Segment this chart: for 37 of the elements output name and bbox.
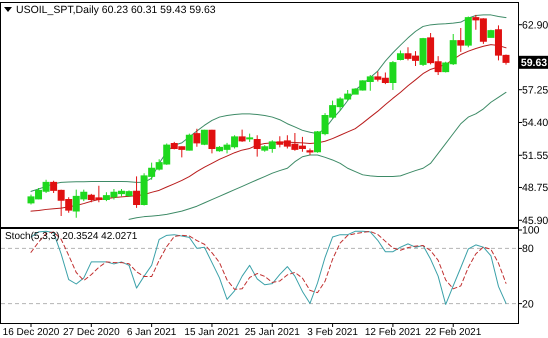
x-tick-label: 3 Feb 2021	[307, 327, 358, 338]
y-tick-label: 62.90	[522, 19, 548, 32]
candlestick	[246, 133, 254, 142]
line-series	[30, 44, 506, 212]
y-tick-label: 51.55	[522, 150, 548, 162]
text: 59.63	[520, 56, 548, 69]
candlestick	[200, 129, 208, 146]
x-tick-label: 25 Jan 2021	[244, 327, 300, 338]
chart-title: USOIL_SPT,Daily 60.23 60.31 59.43 59.63	[16, 4, 216, 16]
line-series	[128, 92, 506, 220]
y-tick-label: 54.40	[522, 117, 548, 130]
candlestick	[238, 129, 246, 142]
candlestick	[464, 16, 472, 48]
x-tick-label: 27 Dec 2020	[62, 327, 120, 338]
y-tick-label: 20	[522, 298, 534, 310]
candlestick	[306, 148, 314, 156]
candlestick	[420, 37, 427, 66]
y-tick-label: 80	[522, 243, 534, 256]
candlestick	[254, 134, 261, 158]
x-tick-label: 16 Dec 2020	[2, 327, 60, 338]
candlestick	[457, 28, 464, 52]
candlestick	[193, 128, 200, 148]
candlestick	[396, 50, 404, 61]
x-tick-label: 22 Feb 2021	[425, 327, 482, 338]
line-series	[30, 14, 506, 192]
x-tick-label: 15 Jan 2021	[184, 327, 240, 338]
x-tick-label: 6 Jan 2021	[126, 327, 177, 338]
y-tick-label: 100	[522, 224, 540, 237]
y-tick-label: 48.75	[522, 182, 548, 194]
candlestick	[208, 129, 216, 154]
y-tick-label: 45.90	[522, 214, 548, 227]
y-tick-label: 57.25	[522, 84, 548, 96]
candlestick	[389, 60, 396, 91]
candlestick	[133, 176, 140, 208]
candlestick	[186, 133, 193, 152]
candlestick	[487, 29, 494, 38]
x-tick-label: 12 Feb 2021	[364, 327, 422, 338]
